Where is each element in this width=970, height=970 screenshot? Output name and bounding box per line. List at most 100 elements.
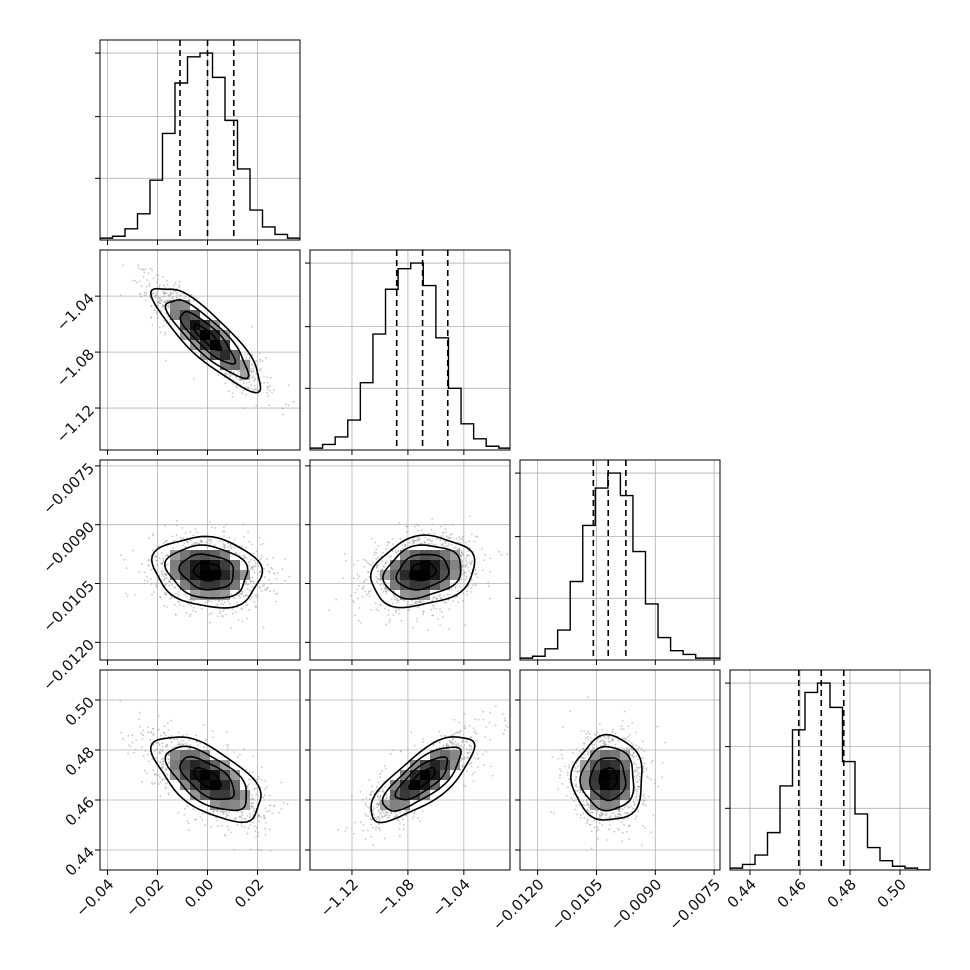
density-cell xyxy=(210,340,220,350)
scatter-point xyxy=(631,749,634,751)
scatter-point xyxy=(150,781,153,784)
scatter-point xyxy=(293,401,295,403)
scatter-point xyxy=(249,568,252,570)
scatter-point xyxy=(162,558,165,560)
y-tick-label-1-0: −1.12 xyxy=(53,401,98,446)
scatter-point xyxy=(642,824,645,827)
scatter-point xyxy=(447,543,450,545)
scatter-point xyxy=(165,279,168,282)
scatter-point xyxy=(362,585,365,588)
scatter-point xyxy=(98,241,100,243)
scatter-point xyxy=(255,360,257,362)
scatter-point xyxy=(376,567,378,569)
scatter-point xyxy=(583,816,586,819)
scatter-point xyxy=(241,620,244,623)
scatter-point xyxy=(392,614,395,617)
scatter-point xyxy=(424,542,426,544)
scatter-point xyxy=(253,601,256,603)
scatter-point xyxy=(149,731,152,734)
x-tick-label-2-0: −0.0120 xyxy=(489,875,548,934)
scatter-point xyxy=(162,295,165,298)
scatter-point xyxy=(177,593,180,596)
density-cell xyxy=(240,370,250,380)
scatter-point xyxy=(475,732,478,735)
scatter-point xyxy=(645,804,647,807)
scatter-point xyxy=(196,542,199,544)
scatter-point xyxy=(424,536,427,539)
scatter-point xyxy=(467,555,470,557)
scatter-point xyxy=(586,696,589,698)
scatter-point xyxy=(234,538,237,540)
scatter-point xyxy=(153,591,155,594)
scatter-point xyxy=(368,576,371,578)
scatter-point xyxy=(396,599,399,602)
scatter-point xyxy=(592,819,595,822)
y-tick-label-3-1: 0.46 xyxy=(62,793,98,829)
scatter-point xyxy=(566,771,569,774)
scatter-point xyxy=(280,808,283,810)
scatter-point xyxy=(483,559,485,562)
scatter-point xyxy=(263,583,266,586)
scatter-point xyxy=(189,531,192,533)
scatter-point xyxy=(449,741,452,743)
scatter-point xyxy=(150,305,153,307)
scatter-point xyxy=(656,725,659,728)
scatter-point xyxy=(179,603,182,606)
scatter-point xyxy=(625,737,628,740)
scatter-point xyxy=(223,608,226,611)
scatter-point xyxy=(246,785,249,788)
scatter-point xyxy=(271,812,274,815)
panel-frame-2-2 xyxy=(519,459,721,661)
histogram-3 xyxy=(730,682,930,870)
scatter-point xyxy=(356,573,359,576)
scatter-point xyxy=(568,764,570,767)
scatter-point xyxy=(376,816,379,818)
scatter-point xyxy=(270,582,272,585)
scatter-point xyxy=(254,561,257,564)
scatter-point xyxy=(452,733,454,736)
scatter-point xyxy=(386,816,389,819)
scatter-point xyxy=(635,815,638,817)
scatter-point xyxy=(395,597,398,600)
scatter-point xyxy=(460,578,463,581)
scatter-point xyxy=(205,541,208,544)
scatter-point xyxy=(588,804,590,807)
y-tick-label-3-0: 0.44 xyxy=(62,843,98,879)
scatter-point xyxy=(583,757,586,760)
scatter-point xyxy=(570,797,573,799)
scatter-point xyxy=(236,810,239,813)
scatter-point xyxy=(388,555,391,558)
scatter-point xyxy=(220,824,223,827)
scatter-point xyxy=(225,613,228,616)
scatter-point xyxy=(456,548,459,550)
scatter-point xyxy=(162,292,165,294)
scatter-point xyxy=(630,805,632,808)
scatter-point xyxy=(221,540,224,543)
scatter-point xyxy=(286,803,289,805)
scatter-point xyxy=(158,326,161,329)
scatter-point xyxy=(172,547,175,550)
scatter-point xyxy=(614,732,617,735)
scatter-point xyxy=(257,777,260,780)
scatter-point xyxy=(258,586,261,588)
scatter-point xyxy=(459,538,461,540)
scatter-point xyxy=(639,772,641,775)
scatter-point xyxy=(458,548,461,551)
density-cell xyxy=(170,750,180,760)
scatter-point xyxy=(368,779,371,782)
density-cell xyxy=(200,560,210,570)
scatter-point xyxy=(228,602,231,605)
scatter-point xyxy=(620,821,623,823)
scatter-point xyxy=(463,758,466,760)
scatter-point xyxy=(263,567,265,570)
scatter-point xyxy=(258,820,261,823)
scatter-point xyxy=(468,751,471,753)
scatter-point xyxy=(388,814,391,817)
scatter-point xyxy=(180,294,183,296)
scatter-point xyxy=(161,750,164,752)
scatter-point xyxy=(248,778,251,781)
scatter-point xyxy=(470,578,473,581)
scatter-point xyxy=(167,758,170,760)
scatter-point xyxy=(552,811,555,814)
scatter-point xyxy=(586,738,589,741)
